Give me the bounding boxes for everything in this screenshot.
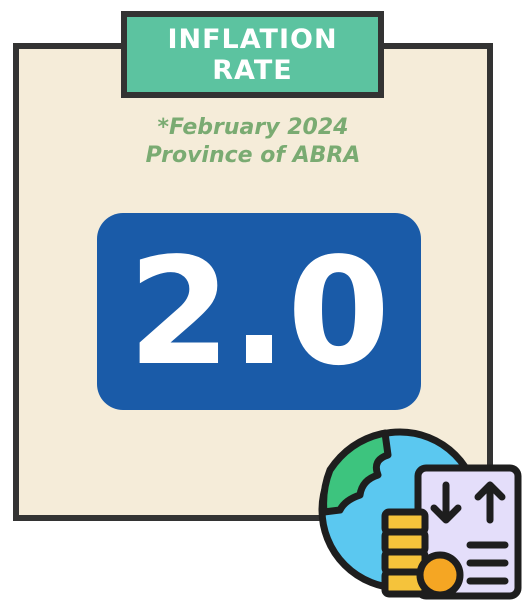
- subtitle-date: *February 2024: [14, 115, 492, 140]
- coin-round: [420, 555, 460, 595]
- page: INFLATION RATE *February 2024 Province o…: [0, 0, 522, 601]
- subtitle-place: Province of ABRA: [14, 143, 492, 168]
- title: INFLATION RATE: [124, 14, 381, 95]
- rate-value: 2.0: [97, 213, 421, 410]
